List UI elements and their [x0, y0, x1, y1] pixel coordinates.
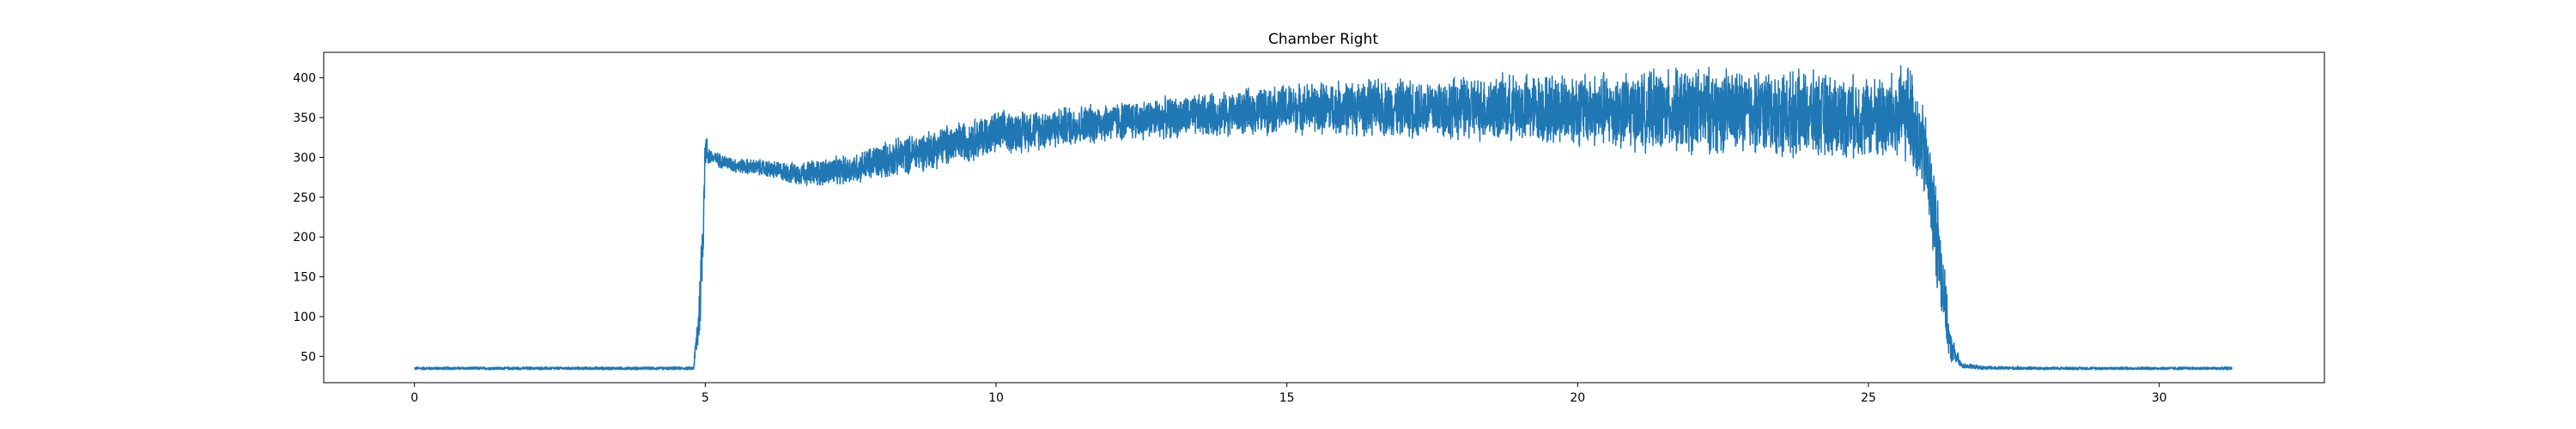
y-tick-label: 50	[301, 350, 316, 364]
series-line-0	[414, 64, 2233, 371]
x-tick-label: 0	[410, 391, 418, 405]
y-tick-label: 150	[293, 271, 316, 285]
x-tick-label: 25	[1861, 391, 1876, 405]
x-tick-label: 10	[988, 391, 1004, 405]
x-tick-label: 5	[702, 391, 709, 405]
x-tick-label: 15	[1279, 391, 1295, 405]
y-tick-label: 250	[293, 191, 316, 205]
y-tick-label: 200	[293, 231, 316, 245]
x-tick-label: 30	[2152, 391, 2167, 405]
y-tick-label: 400	[293, 72, 316, 86]
y-tick-label: 100	[293, 311, 316, 324]
axes: 0 5 10 15 20 25 30 50 100 150 200 250 300 350 400	[293, 51, 2325, 405]
plot-area	[414, 64, 2233, 371]
axes-frame	[323, 51, 2325, 384]
chart-title: Chamber Right	[1268, 31, 1378, 48]
y-tick-label: 300	[293, 151, 316, 165]
y-tick-label: 350	[293, 112, 316, 125]
x-tick-label: 20	[1570, 391, 1585, 405]
